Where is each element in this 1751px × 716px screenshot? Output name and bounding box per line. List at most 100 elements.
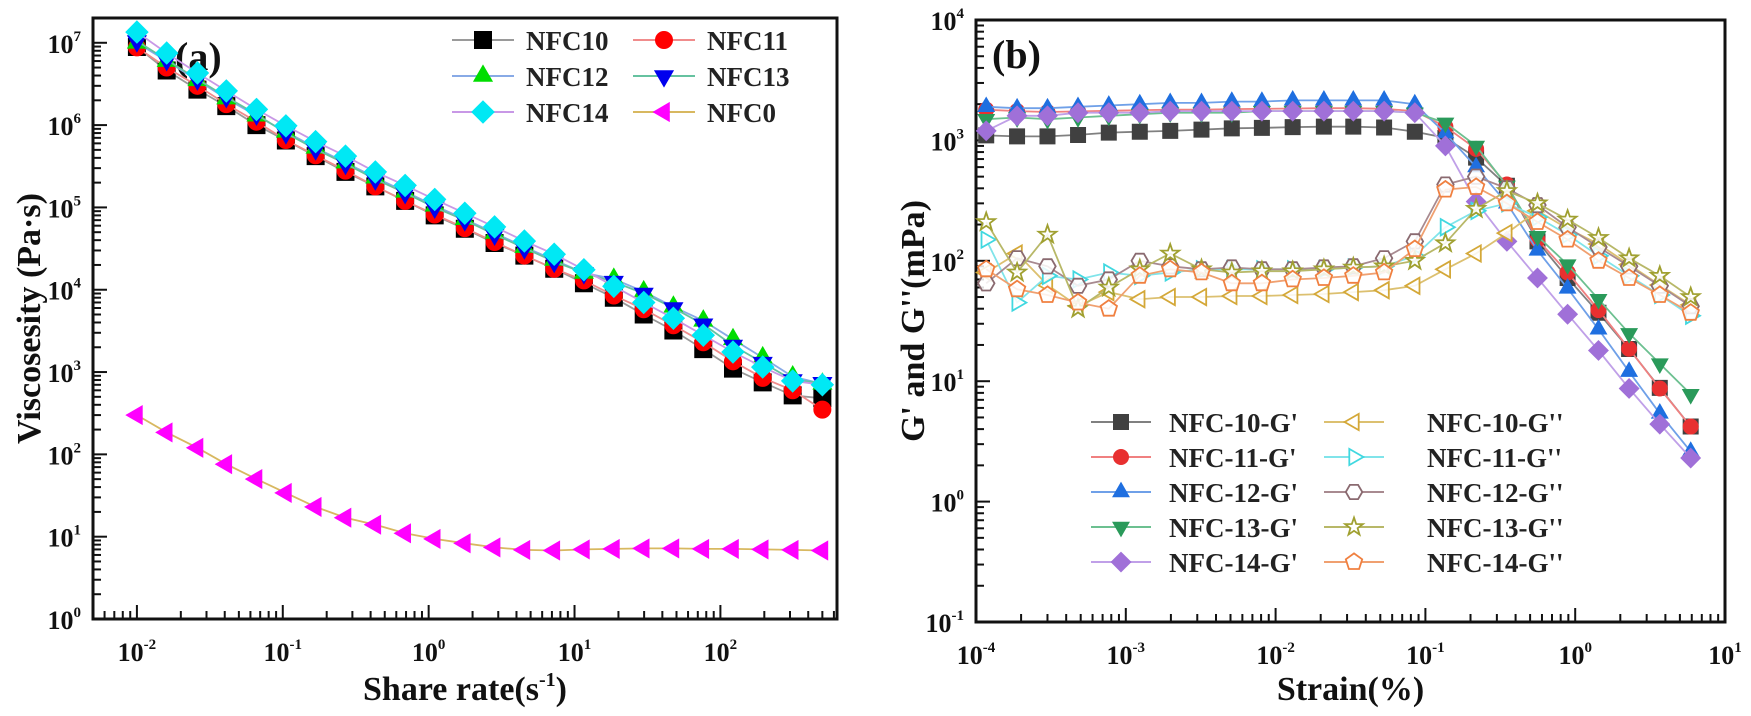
data-point xyxy=(1495,223,1513,243)
y-tick-label: 103 xyxy=(48,358,82,388)
y-tick-label-exponent: 1 xyxy=(74,523,82,539)
x-tick-label: 10-4 xyxy=(957,640,996,670)
data-point xyxy=(1009,128,1026,145)
data-point xyxy=(974,209,998,232)
x-tick-label-base: 10 xyxy=(1558,641,1584,670)
data-point xyxy=(1067,102,1089,124)
data-point xyxy=(125,20,149,44)
data-point xyxy=(542,540,561,561)
data-point xyxy=(453,533,471,554)
data-point xyxy=(1192,262,1211,281)
y-tick-label: 105 xyxy=(48,193,82,223)
x-tick-label-base: 10 xyxy=(1107,641,1133,670)
data-point xyxy=(154,41,179,65)
data-point xyxy=(333,144,358,168)
x-tick-label-base: 10 xyxy=(1406,641,1432,670)
data-point xyxy=(1253,119,1270,136)
data-point xyxy=(1558,277,1577,294)
data-point xyxy=(1528,239,1547,256)
data-point xyxy=(632,538,650,559)
series-line xyxy=(136,414,823,552)
data-point xyxy=(1557,303,1579,325)
data-point xyxy=(1098,102,1120,124)
x-tick-label: 10-1 xyxy=(1406,640,1445,670)
x-tick-label-exponent: 0 xyxy=(1584,640,1592,656)
y-tick-label: 101 xyxy=(48,523,82,553)
data-point xyxy=(1007,279,1027,298)
data-point xyxy=(453,201,477,226)
data-point xyxy=(1621,340,1638,357)
legend-marker xyxy=(1112,449,1130,465)
data-point xyxy=(1434,259,1451,279)
data-point xyxy=(542,242,567,267)
data-point xyxy=(1128,289,1146,309)
y-tick-label-base: 10 xyxy=(48,277,74,306)
data-point xyxy=(1282,100,1304,122)
data-point xyxy=(1650,285,1670,303)
x-tick-label: 10-3 xyxy=(1107,640,1146,670)
data-point xyxy=(1648,263,1672,286)
data-point xyxy=(1038,258,1057,275)
data-point xyxy=(1586,225,1611,248)
series-nfc14 xyxy=(125,20,835,397)
y-tick-label: 104 xyxy=(48,276,82,306)
legend-label: NFC11 xyxy=(707,26,788,56)
legend-marker xyxy=(1348,447,1366,467)
data-point xyxy=(1068,292,1088,311)
x-tick-label: 10-2 xyxy=(118,637,157,667)
legend-label: NFC-13-G'' xyxy=(1427,513,1563,543)
series-nfc-14-g- xyxy=(975,100,1702,469)
legend-item: NFC-12-G' xyxy=(1091,478,1298,508)
data-point xyxy=(1345,118,1362,135)
legend-marker xyxy=(474,31,492,49)
y-tick-label: 102 xyxy=(48,440,82,470)
legend-item: NFC-10-G' xyxy=(1091,408,1298,438)
data-point xyxy=(1162,122,1179,139)
data-point xyxy=(1497,193,1517,212)
data-point xyxy=(1099,298,1119,317)
y-tick-label-exponent: 3 xyxy=(74,358,82,374)
legend-marker xyxy=(1344,552,1364,570)
legend-item: NFC14 xyxy=(452,98,609,128)
y-tick-label-exponent: 4 xyxy=(957,6,965,22)
legend-item: NFC11 xyxy=(633,26,788,56)
legend-label: NFC0 xyxy=(707,98,776,128)
data-point xyxy=(1312,284,1330,304)
data-point xyxy=(1466,177,1486,195)
data-point xyxy=(1649,413,1671,435)
legend-item: NFC-14-G' xyxy=(1091,548,1298,578)
data-point xyxy=(1070,126,1087,143)
data-point xyxy=(1373,100,1395,122)
series-nfc-14-g- xyxy=(976,177,1700,321)
data-point xyxy=(185,437,204,458)
data-point xyxy=(691,323,716,348)
y-tick-label-base: 10 xyxy=(48,606,74,635)
data-point xyxy=(1250,286,1268,306)
data-point xyxy=(1528,212,1547,230)
legend-marker xyxy=(652,101,670,123)
data-point xyxy=(976,275,996,292)
series-line xyxy=(986,110,1692,395)
data-point xyxy=(1619,268,1639,286)
data-point xyxy=(1620,361,1639,377)
legend-label: NFC10 xyxy=(526,26,609,56)
data-point xyxy=(1528,231,1547,247)
data-point xyxy=(1650,358,1669,375)
y-tick-label-exponent: 5 xyxy=(74,193,82,209)
data-point xyxy=(1589,294,1608,310)
legend: NFC-10-G' NFC-10-G'' NFC-11-G' NFC-11-G'' NF… xyxy=(1091,408,1563,578)
data-point xyxy=(1344,266,1363,284)
data-point xyxy=(214,79,239,103)
data-point xyxy=(1403,248,1427,271)
x-tick-label-exponent: -4 xyxy=(983,640,996,656)
data-point xyxy=(482,537,501,558)
data-point xyxy=(1222,273,1242,292)
data-point xyxy=(1159,287,1176,307)
data-point xyxy=(572,539,590,560)
legend-marker xyxy=(1112,481,1130,498)
data-point xyxy=(185,61,210,85)
y-axis-title: Viscosesity (Pa·s) xyxy=(11,193,48,444)
x-tick-label-exponent: -3 xyxy=(1133,640,1146,656)
data-point xyxy=(810,372,835,397)
